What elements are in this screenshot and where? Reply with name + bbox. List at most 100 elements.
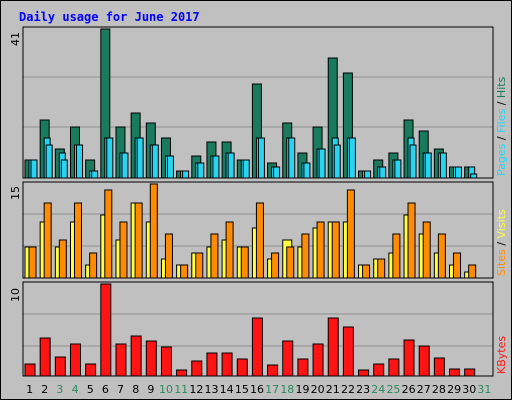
legend-separator: / — [495, 133, 508, 144]
bar-pages-day-19 — [303, 162, 311, 179]
x-tick-label-day-15: 15 — [235, 383, 249, 396]
bar-kbytes-day-22 — [342, 326, 354, 377]
bar-sites-day-13 — [210, 233, 219, 279]
bar-kbytes-day-13 — [206, 352, 218, 377]
bar-kbytes-day-6 — [100, 283, 112, 377]
x-tick-label-day-5: 5 — [87, 383, 94, 396]
bar-pages-day-25 — [394, 159, 402, 179]
bar-sites-day-22 — [346, 189, 355, 279]
x-tick-label-day-7: 7 — [117, 383, 124, 396]
bar-pages-day-13 — [212, 155, 220, 179]
legend-separator: / — [495, 238, 508, 249]
legend-files: Files — [495, 109, 508, 133]
bar-pages-day-22 — [348, 137, 356, 179]
bar-pages-day-26 — [409, 144, 417, 179]
bar-pages-day-12 — [197, 162, 205, 179]
x-tick-label-day-11: 11 — [174, 383, 188, 396]
y-max-label-panel-1: 41 — [9, 32, 22, 46]
bar-sites-day-9 — [149, 183, 158, 279]
bar-sites-day-4 — [73, 202, 82, 279]
x-tick-label-day-2: 2 — [41, 383, 48, 396]
x-tick-label-day-16: 16 — [250, 383, 264, 396]
x-tick-label-day-19: 19 — [295, 383, 309, 396]
bar-kbytes-day-16 — [251, 317, 263, 377]
bar-pages-day-1 — [30, 159, 38, 179]
bar-kbytes-day-29 — [449, 368, 461, 377]
bar-kbytes-day-15 — [236, 358, 248, 377]
x-tick-label-day-26: 26 — [402, 383, 416, 396]
legend-panel-1: Pages / Files / Hits — [495, 76, 508, 176]
bar-kbytes-day-30 — [464, 368, 476, 377]
bar-pages-day-28 — [439, 152, 447, 179]
bar-pages-day-15 — [242, 159, 250, 179]
bar-kbytes-day-24 — [373, 363, 385, 377]
bar-sites-day-24 — [377, 258, 386, 279]
bar-sites-day-18 — [286, 246, 295, 279]
legend-separator: / — [495, 98, 508, 109]
x-tick-label-day-29: 29 — [447, 383, 461, 396]
bar-sites-day-2 — [43, 202, 52, 279]
bar-kbytes-day-4 — [69, 343, 81, 377]
x-tick-label-day-4: 4 — [72, 383, 79, 396]
bar-sites-day-29 — [453, 252, 462, 279]
bar-kbytes-day-19 — [297, 358, 309, 377]
bar-kbytes-day-17 — [267, 364, 279, 377]
legend-pages: Pages — [495, 143, 508, 176]
bar-pages-day-3 — [60, 159, 68, 179]
bar-sites-day-28 — [437, 233, 446, 279]
bar-pages-day-17 — [273, 166, 281, 179]
bar-kbytes-day-2 — [39, 337, 51, 377]
bar-kbytes-day-12 — [191, 360, 203, 377]
bar-pages-day-16 — [257, 137, 265, 179]
bar-sites-day-27 — [422, 221, 431, 279]
bar-kbytes-day-1 — [24, 363, 36, 377]
x-tick-label-day-31: 31 — [477, 383, 491, 396]
bar-kbytes-day-25 — [388, 358, 400, 377]
bar-sites-day-16 — [255, 202, 264, 279]
x-tick-label-day-10: 10 — [159, 383, 173, 396]
x-tick-label-day-1: 1 — [26, 383, 33, 396]
bar-pages-day-10 — [166, 155, 174, 179]
bar-pages-day-29 — [455, 166, 463, 179]
x-tick-label-day-23: 23 — [356, 383, 370, 396]
bar-kbytes-day-23 — [358, 369, 370, 377]
x-tick-label-day-18: 18 — [280, 383, 294, 396]
bar-kbytes-day-3 — [54, 356, 66, 377]
bar-pages-day-30 — [470, 173, 478, 179]
bar-kbytes-day-7 — [115, 343, 127, 377]
bar-sites-day-30 — [468, 264, 477, 279]
bar-pages-day-27 — [424, 152, 432, 179]
bar-pages-day-21 — [333, 144, 341, 179]
bar-sites-day-1 — [28, 246, 37, 279]
plot-panel-1-border — [22, 26, 494, 179]
bar-pages-day-18 — [288, 137, 296, 179]
plot-panel-3-border — [22, 281, 494, 377]
bar-sites-day-21 — [331, 221, 340, 279]
x-tick-label-day-24: 24 — [371, 383, 385, 396]
bar-pages-day-8 — [136, 137, 144, 179]
bar-sites-day-19 — [301, 233, 310, 279]
bar-sites-day-8 — [134, 202, 143, 279]
bar-kbytes-day-28 — [433, 357, 445, 377]
chart-title: Daily usage for June 2017 — [19, 10, 200, 24]
x-tick-label-day-13: 13 — [205, 383, 219, 396]
bar-pages-day-9 — [151, 144, 159, 179]
bar-sites-day-17 — [271, 252, 280, 279]
bar-sites-day-11 — [180, 264, 189, 279]
plot-panel-2-border — [22, 181, 494, 279]
x-tick-label-day-17: 17 — [265, 383, 279, 396]
bar-sites-day-25 — [392, 233, 401, 279]
bar-kbytes-day-8 — [130, 335, 142, 377]
bar-kbytes-day-14 — [221, 352, 233, 377]
x-tick-label-day-12: 12 — [189, 383, 203, 396]
x-tick-label-day-28: 28 — [432, 383, 446, 396]
legend-hits: Hits — [495, 76, 508, 98]
bar-sites-day-26 — [407, 202, 416, 279]
bar-pages-day-24 — [379, 166, 387, 179]
bar-sites-day-15 — [240, 246, 249, 279]
x-tick-label-day-3: 3 — [56, 383, 63, 396]
bar-kbytes-day-26 — [403, 339, 415, 377]
legend-sites: Sites — [495, 249, 508, 276]
bar-kbytes-day-11 — [176, 369, 188, 377]
